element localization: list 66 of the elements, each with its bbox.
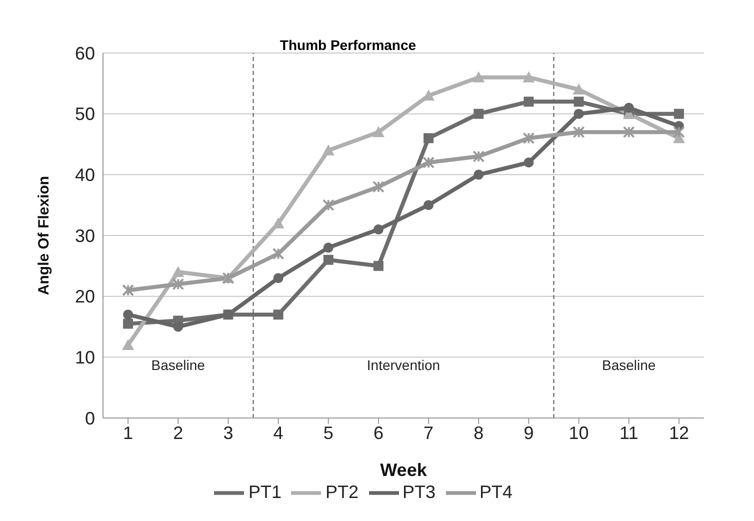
x-tick-label: 11 — [620, 422, 638, 443]
y-tick-label: 20 — [74, 286, 95, 307]
point — [674, 108, 684, 119]
point — [672, 126, 685, 138]
point — [572, 126, 585, 138]
y-tick-label: 60 — [74, 43, 95, 64]
point — [422, 156, 435, 168]
point — [472, 71, 485, 82]
x-tick-label: 10 — [568, 422, 589, 443]
point — [372, 126, 384, 138]
point — [522, 132, 535, 144]
point — [472, 150, 485, 162]
y-tick-label: 40 — [74, 165, 95, 186]
x-tick-label: 12 — [668, 422, 689, 443]
point — [172, 278, 184, 290]
point — [173, 322, 184, 332]
point — [424, 133, 434, 144]
x-tick-label: 4 — [273, 422, 284, 443]
x-tick-label: 6 — [373, 422, 384, 443]
x-tick-label: 8 — [474, 422, 484, 443]
point — [373, 224, 384, 234]
legend-label: PT2 — [325, 482, 358, 502]
point — [372, 180, 384, 193]
chart-title: Thumb Performance — [280, 37, 416, 53]
point — [624, 102, 634, 113]
point — [474, 170, 484, 180]
point — [524, 96, 534, 107]
point — [122, 284, 134, 296]
point — [323, 254, 334, 265]
point — [522, 71, 535, 82]
y-tick-label: 10 — [74, 348, 95, 368]
annotation: Baseline — [602, 357, 656, 373]
legend-label: PT4 — [480, 482, 513, 502]
y-tick-label: 30 — [74, 226, 95, 246]
point — [123, 318, 134, 329]
y-tick-label: 50 — [74, 104, 95, 124]
annotation: Baseline — [151, 357, 206, 373]
point — [373, 260, 384, 271]
point — [273, 310, 284, 320]
legend-label: PT3 — [402, 482, 436, 502]
point — [273, 273, 284, 284]
y-tick-label: 0 — [84, 408, 95, 428]
point — [424, 200, 434, 210]
x-tick-label: 7 — [424, 422, 434, 443]
x-tick-label: 5 — [323, 422, 334, 443]
x-axis-title: Week — [380, 460, 428, 480]
legend-label: PT1 — [248, 482, 282, 502]
y-axis-title: Angle Of Flexion — [35, 176, 52, 296]
point — [524, 158, 534, 168]
point — [322, 199, 334, 212]
x-tick-label: 2 — [173, 422, 184, 443]
point — [322, 144, 334, 156]
point — [172, 266, 184, 277]
point — [622, 126, 635, 138]
point — [474, 108, 484, 119]
x-tick-label: 1 — [123, 422, 134, 443]
x-tick-label: 3 — [223, 422, 234, 443]
point — [122, 339, 134, 350]
point — [123, 310, 134, 320]
point — [574, 96, 584, 107]
point — [572, 84, 585, 94]
annotation: Intervention — [366, 357, 440, 373]
x-tick-label: 9 — [524, 422, 534, 443]
point — [272, 248, 284, 260]
point — [574, 108, 584, 119]
point — [323, 242, 334, 253]
